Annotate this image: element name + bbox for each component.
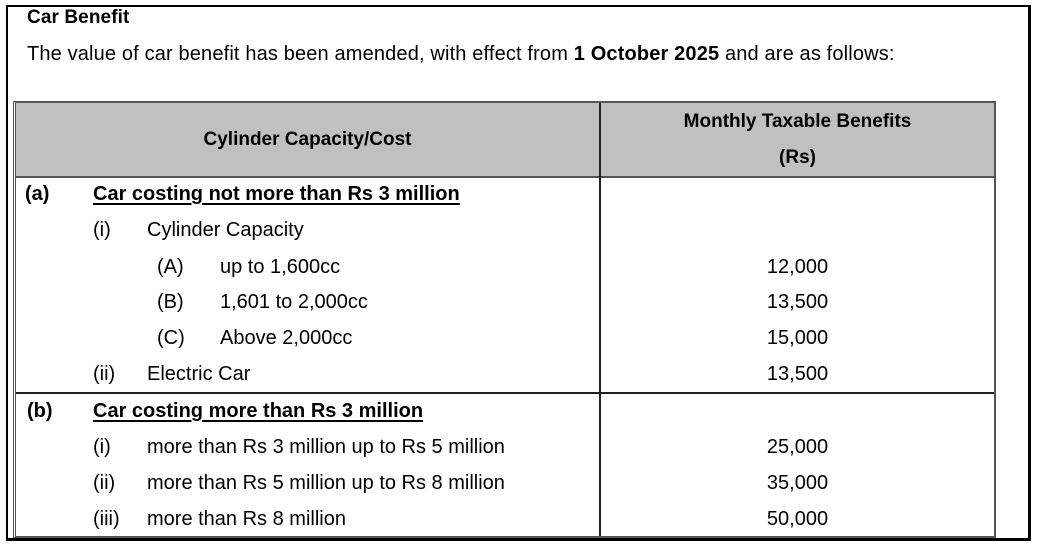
row-text: 1,601 to 2,000cc <box>220 291 368 313</box>
row-text: up to 1,600cc <box>220 256 341 278</box>
intro-text: The value of car benefit has been amende… <box>27 43 574 65</box>
row-text: Above 2,000cc <box>220 327 353 349</box>
intro-text-end: and are as follows: <box>719 43 895 65</box>
row-label: (iii) <box>93 508 120 530</box>
section-divider <box>16 392 994 394</box>
row-label: (ii) <box>93 363 116 385</box>
row-label: (A) <box>157 256 184 278</box>
intro-paragraph: The value of car benefit has been amende… <box>27 43 895 66</box>
row-label: (B) <box>157 291 184 313</box>
header-cylinder-capacity-cost: Cylinder Capacity/Cost <box>203 128 412 150</box>
row-text: Electric Car <box>147 363 251 385</box>
table-header: Cylinder Capacity/Cost Monthly Taxable B… <box>16 103 994 178</box>
header-monthly-taxable-benefits: Monthly Taxable Benefits (Rs) <box>601 103 994 176</box>
row-label: (ii) <box>93 472 116 494</box>
row-value: 12,000 <box>766 256 829 278</box>
car-benefit-table: Cylinder Capacity/Cost Monthly Taxable B… <box>13 101 996 538</box>
row-value: 13,500 <box>766 291 829 313</box>
row-label: (i) <box>93 219 111 241</box>
column-divider <box>599 103 601 536</box>
row-text: more than Rs 5 million up to Rs 8 millio… <box>147 472 505 494</box>
row-text: more than Rs 8 million <box>147 508 346 530</box>
document-frame <box>6 5 1031 541</box>
row-value: 35,000 <box>766 472 829 494</box>
section-a-heading: Car costing not more than Rs 3 million <box>93 183 460 205</box>
row-text: more than Rs 3 million up to Rs 5 millio… <box>147 436 505 458</box>
header-line-1: Monthly Taxable Benefits <box>683 110 912 132</box>
section-b-heading: Car costing more than Rs 3 million <box>93 400 424 422</box>
section-b-label: (b) <box>27 400 53 422</box>
header-line-2: (Rs) <box>779 146 816 168</box>
row-label: (C) <box>157 327 185 349</box>
row-value: 15,000 <box>766 327 829 349</box>
effective-date: 1 October 2025 <box>573 43 720 65</box>
row-value: 50,000 <box>766 508 829 530</box>
section-title: Car Benefit <box>27 7 130 28</box>
row-value: 13,500 <box>766 363 829 385</box>
row-text: Cylinder Capacity <box>147 219 304 241</box>
row-value: 25,000 <box>766 436 829 458</box>
row-label: (i) <box>93 436 111 458</box>
section-a-label: (a) <box>25 183 50 205</box>
